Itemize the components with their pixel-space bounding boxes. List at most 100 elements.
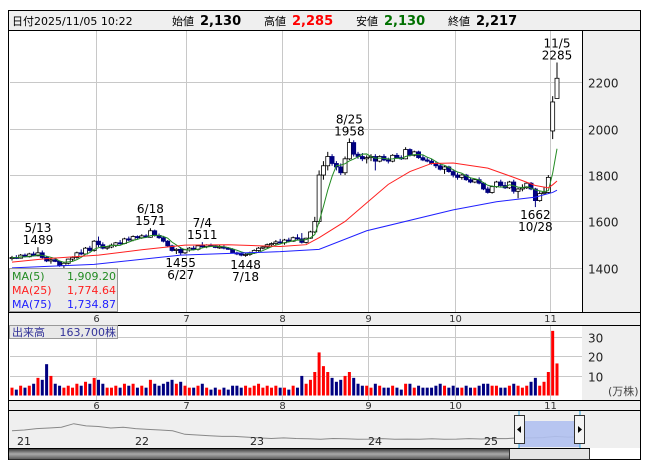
candle-body	[130, 236, 136, 241]
volume-bar	[369, 387, 373, 396]
low-annotation-date: 7/18	[232, 270, 259, 284]
volume-tick-label: 30	[588, 332, 603, 346]
volume-bar	[516, 385, 520, 396]
price-tick-label: 1800	[588, 170, 619, 184]
datetime-value: 2025/11/05 10:22	[34, 15, 133, 28]
low-annotation-value: 1662	[520, 208, 551, 222]
candle-body	[74, 252, 80, 258]
year-label: 24	[368, 435, 382, 448]
candle-body	[160, 237, 166, 242]
candle-body	[243, 254, 248, 256]
scrollbar-thumb[interactable]	[509, 448, 590, 460]
volume-bar	[533, 377, 537, 396]
volume-bar	[40, 379, 44, 396]
close-value: 2,217	[476, 14, 517, 29]
candle-body	[459, 174, 465, 178]
candle-body	[342, 158, 348, 174]
candle-body	[532, 188, 538, 201]
month-label: 6	[93, 401, 99, 412]
candle-body	[165, 240, 171, 247]
scrollbar-track[interactable]	[9, 448, 510, 460]
volume-bar	[84, 381, 88, 396]
price-tick-label: 1400	[588, 263, 619, 277]
candle-body	[199, 245, 205, 248]
volume-bar	[343, 375, 347, 396]
ma5-label: MA(5)	[12, 270, 45, 283]
volume-bar	[447, 387, 451, 396]
date-label: 日付	[12, 15, 34, 28]
price-tick-label: 2000	[588, 124, 619, 138]
month-label: 9	[365, 401, 371, 412]
volume-bar	[79, 385, 83, 396]
candle-body	[554, 77, 560, 99]
volume-bar	[378, 385, 382, 396]
volume-bar	[19, 385, 23, 396]
candle-body	[256, 247, 261, 251]
volume-bar	[192, 387, 196, 396]
candle-body	[178, 248, 184, 254]
volume-bar	[551, 330, 555, 396]
candle-body	[472, 179, 478, 183]
high-annotation-value: 1489	[23, 233, 54, 247]
selection-right-handle[interactable]	[574, 415, 585, 444]
year-label: 23	[250, 435, 264, 448]
candle-body	[269, 243, 274, 246]
volume-bar	[27, 385, 31, 396]
volume-bar	[503, 387, 507, 396]
volume-bar	[334, 381, 338, 396]
volume-bar	[382, 387, 386, 396]
month-axis-top	[9, 312, 640, 325]
volume-bar	[140, 385, 144, 396]
ma25-label: MA(25)	[12, 284, 52, 297]
candle-body	[57, 261, 62, 266]
ma5-value: 1,909.20	[67, 270, 116, 283]
volume-bar	[157, 385, 161, 396]
month-label: 7	[183, 314, 189, 325]
volume-bar	[512, 383, 516, 396]
month-label: 7	[183, 401, 189, 412]
candle-body	[550, 101, 556, 132]
candle-body	[338, 166, 344, 174]
volume-bar	[520, 387, 524, 396]
high-annotation-date: 7/4	[193, 216, 212, 230]
volume-bar	[62, 387, 66, 396]
volume-bar	[391, 385, 395, 396]
candle-body	[225, 247, 231, 250]
volume-bar	[408, 383, 412, 396]
candle-body	[87, 247, 93, 251]
volume-bar	[278, 387, 282, 396]
volume-bar	[555, 363, 559, 396]
volume-bar	[161, 383, 165, 396]
ma25-line	[11, 162, 558, 263]
volume-bar	[295, 387, 299, 396]
volume-bar	[53, 383, 57, 396]
volume-bar	[386, 387, 390, 396]
open-label: 始値	[172, 14, 194, 28]
selection-left-handle[interactable]	[514, 415, 525, 444]
volume-bar	[542, 381, 546, 396]
volume-unit: (万株)	[608, 384, 639, 398]
month-labels: 6 6 7 7 8 8 9 9 10 10 11 11	[93, 314, 557, 412]
volume-bar	[170, 379, 174, 396]
volume-bar	[326, 372, 330, 396]
candle-body	[329, 156, 335, 164]
volume-axis-panel	[582, 325, 640, 400]
volume-bar	[283, 387, 286, 396]
volume-bar	[45, 364, 49, 396]
candle-body	[260, 246, 266, 249]
volume-bar	[443, 385, 447, 396]
volume-bar	[36, 377, 40, 396]
volume-bar	[222, 387, 226, 396]
candle-body	[515, 188, 521, 192]
navigator-selection[interactable]	[519, 421, 580, 447]
high-annotation-value: 1958	[334, 124, 365, 138]
volume-bar	[434, 385, 438, 396]
volume-bar	[88, 383, 92, 396]
volume-bar	[313, 372, 317, 396]
volume-bar	[347, 372, 351, 396]
candle-body	[346, 142, 352, 160]
month-label: 8	[279, 314, 285, 325]
volume-bar	[287, 389, 291, 396]
low-annotation-value: 1448	[230, 258, 261, 272]
